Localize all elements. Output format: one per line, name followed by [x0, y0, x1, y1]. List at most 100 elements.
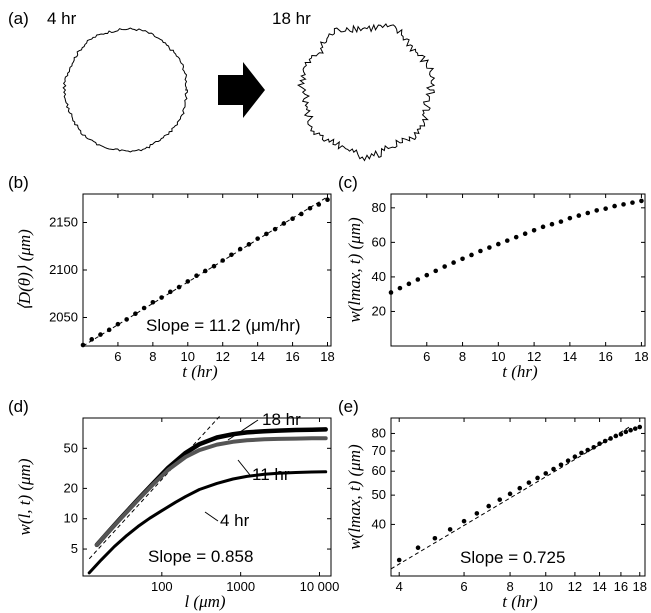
panel-e-y-tick-label: 70 — [372, 443, 386, 458]
panel-d-x-tick-label: 100 — [151, 579, 173, 594]
panel-c-data-point — [522, 231, 528, 237]
panel-e: (e) 4 6 8 10 12 14 16 18 40 50 60 70 80 Slope = 0.72… — [338, 397, 647, 611]
panel-c-data-point — [433, 268, 439, 274]
panel-e-data-point — [396, 557, 402, 563]
panel-b-data-point — [290, 216, 295, 221]
panel-e-data-point — [572, 454, 578, 460]
panel-e-data-point — [602, 438, 608, 444]
panel-d-slope-annotation: Slope = 0.858 — [148, 547, 253, 566]
panel-c-data-point — [469, 252, 474, 258]
panel-b-label: (b) — [8, 173, 29, 192]
panel-d-y-tick-label: 20 — [64, 480, 78, 495]
panel-e-data-point — [597, 441, 602, 446]
panel-b-data-point — [246, 242, 252, 247]
panel-b-data-point — [264, 231, 269, 237]
panel-e-data-point — [632, 426, 638, 431]
panel-d-series-line — [94, 436, 328, 547]
panel-e-data-point — [486, 503, 492, 509]
panel-c-data-point — [612, 203, 617, 209]
panel-c-x-tick-label: 10 — [491, 349, 505, 364]
panel-e-data-point — [623, 429, 629, 435]
panel-b-x-tick-label: 14 — [250, 349, 264, 364]
panel-b-y-tick-label: 2050 — [49, 310, 78, 325]
panel-d-y-tick-label: 10 — [64, 511, 78, 526]
panel-e-data-point — [558, 462, 564, 468]
panel-e-y-tick-label: 80 — [372, 425, 386, 440]
colony-4hr-label: 4 hr — [47, 9, 77, 28]
panel-b-data-point — [220, 258, 226, 263]
panel-b-data-point — [316, 202, 322, 207]
panel-e-y-tick-label: 40 — [372, 516, 386, 531]
panel-e-x-axis-label: t (hr) — [502, 592, 538, 611]
panel-e-data-point — [526, 480, 532, 485]
panel-d-x-axis-label: l (μm) — [184, 592, 225, 611]
panel-c-x-axis-label: t (hr) — [502, 362, 538, 381]
panel-d-label-leader — [204, 511, 219, 522]
panel-e-x-tick-label: 6 — [460, 579, 467, 594]
panel-b-data-point — [272, 226, 278, 232]
panel-d-series-label: 4 hr — [220, 511, 250, 530]
panel-e-fit-line — [390, 425, 631, 570]
panel-e-data-point — [432, 535, 438, 541]
panel-e-data-point — [618, 431, 624, 437]
panel-b-data-point — [255, 236, 260, 241]
panel-d-x-tick-label: 1000 — [226, 579, 255, 594]
panel-e-data-point — [461, 518, 467, 524]
panel-e-data-point — [415, 545, 421, 550]
panel-b-data-point — [185, 279, 191, 284]
panel-d-frame — [82, 417, 332, 577]
panel-b-x-tick-label: 6 — [114, 349, 121, 364]
panel-d-label-leader — [227, 419, 259, 441]
panel-d-series-label: 18 hr — [262, 410, 301, 429]
panel-c-data-point — [531, 227, 537, 233]
panel-e-data-point — [585, 447, 591, 453]
panel-e-data-point — [579, 450, 584, 456]
panel-c-data-point — [442, 264, 447, 269]
panel-c-x-tick-label: 16 — [598, 349, 612, 364]
panel-e-data-point — [474, 511, 480, 516]
colony-18hr-outline — [297, 23, 436, 162]
panel-b-x-tick-label: 16 — [285, 349, 299, 364]
panel-c-data-point — [388, 290, 394, 295]
panel-b-data-point — [80, 342, 86, 348]
panel-a: (a) 4 hr 18 hr — [8, 9, 436, 162]
panel-c-y-tick-label: 80 — [372, 200, 386, 215]
panel-c-x-tick-label: 18 — [634, 349, 648, 364]
panel-c-data-point — [496, 241, 501, 247]
colony-4hr-outline — [62, 27, 188, 153]
panel-b-data-point — [229, 252, 234, 258]
panel-e-x-tick-label: 8 — [506, 579, 513, 594]
panel-e-data-point — [591, 444, 597, 450]
panel-e-data-point — [507, 491, 513, 497]
panel-c-data-point — [513, 234, 519, 240]
panel-c-data-point — [397, 285, 403, 291]
panel-c-x-tick-label: 6 — [423, 349, 430, 364]
panel-c-data-point — [406, 281, 412, 287]
panel-e-x-tick-label: 4 — [396, 579, 403, 594]
panel-d-series-line — [87, 470, 328, 575]
panel-b-y-axis-label: ⟨D(θ)⟩ (μm) — [15, 229, 34, 311]
panel-b-data-point — [141, 305, 147, 311]
panel-c-data-point — [460, 256, 465, 262]
panel-b-x-tick-label: 18 — [320, 349, 334, 364]
panel-b-x-tick-label: 12 — [215, 349, 229, 364]
panel-b-y-tick-label: 2100 — [49, 262, 78, 277]
panel-e-slope-annotation: Slope = 0.725 — [460, 548, 565, 567]
panel-b-y-tick-label: 2150 — [49, 215, 78, 230]
panel-b-data-point — [281, 221, 287, 226]
panel-e-data-point — [565, 458, 571, 464]
panel-e-frame — [390, 417, 646, 577]
panel-c-data-point — [558, 219, 564, 224]
panel-e-data-point — [497, 497, 503, 502]
panel-c-y-tick-label: 20 — [372, 303, 386, 318]
colony-18hr-label: 18 hr — [272, 9, 311, 28]
panel-e-x-tick-label: 12 — [568, 579, 582, 594]
panel-e-data-point — [613, 433, 619, 439]
panel-e-data-point — [543, 471, 549, 476]
panel-c-x-tick-label: 8 — [459, 349, 466, 364]
panel-c-data-point — [424, 272, 430, 278]
panel-c-y-tick-label: 40 — [372, 269, 386, 284]
panel-e-y-tick-label: 50 — [372, 487, 386, 502]
panel-b-data-point — [176, 284, 182, 290]
